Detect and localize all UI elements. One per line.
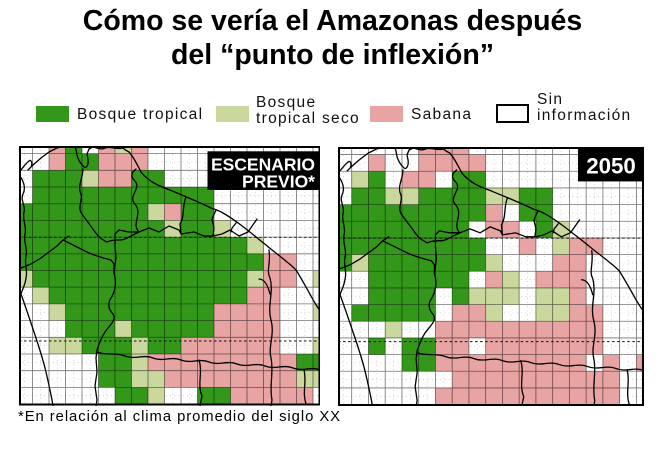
svg-text:2050: 2050: [586, 154, 636, 179]
svg-text:ESCENARIO: ESCENARIO: [210, 154, 314, 174]
svg-text:PREVIO*: PREVIO*: [242, 171, 315, 191]
